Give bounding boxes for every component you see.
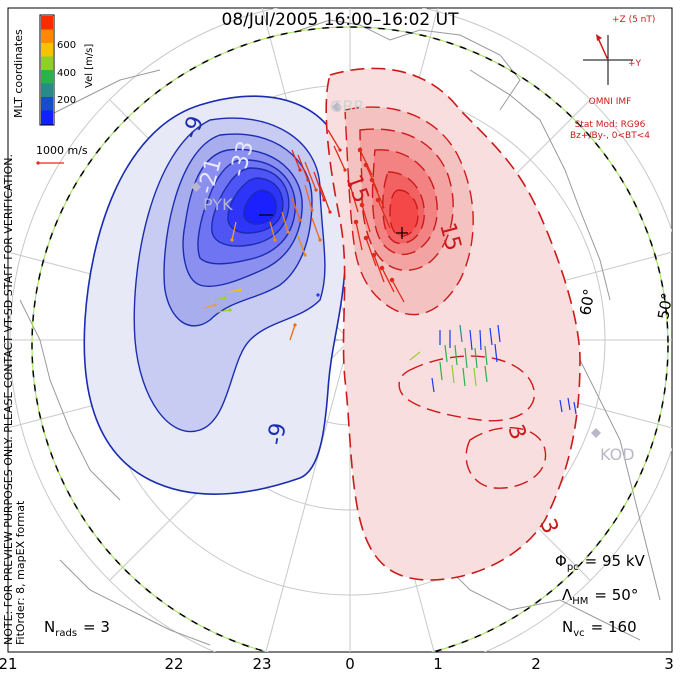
colorbar-cell: [41, 43, 53, 57]
station-label-pyk: PYK: [203, 195, 233, 214]
mlt-tick-22: 22: [164, 655, 183, 673]
preview-watermark: NOTE: FOR PREVIEW PURPOSES ONLY. PLEASE …: [2, 154, 15, 645]
colorbar-tick-400: 400: [57, 68, 76, 79]
colorbar-cell: [41, 83, 53, 98]
mlt-tick-2: 2: [531, 655, 541, 673]
imf-z-label: +Z (5 nT): [612, 15, 655, 25]
negative-potential-cell: [83, 95, 348, 495]
vector-scale-dot: [36, 161, 40, 165]
colorbar-label: Vel [m/s]: [84, 44, 95, 88]
colorbar-cell: [41, 56, 53, 71]
vector-scale-label: 1000 m/s: [36, 144, 88, 157]
mlt-tick-21: 21: [0, 655, 18, 673]
velocity-vectors-dusk: [203, 129, 347, 341]
colorbar: 600 400 200 Vel [m/s]: [39, 14, 95, 126]
colorbar-cell: [41, 29, 53, 44]
imf-clock: +Z (5 nT) +Y OMNI IMF Stat Mod: RG96 Bz+…: [570, 15, 655, 141]
colorbar-cell: [41, 97, 53, 111]
n-rads-stat: Nrads = 3: [44, 618, 110, 639]
contour-label-neg-lower: -9: [263, 421, 291, 447]
map-title: 08/Jul/2005 16:00–16:02 UT: [222, 10, 460, 30]
fit-statistics: Φpc = 95 kV ΛHM = 50° Nvc = 160 Nrads = 3: [44, 552, 646, 639]
colorbar-cell: [41, 70, 53, 84]
phi-pc-stat: Φpc = 95 kV: [555, 552, 646, 573]
mlt-tick-0: 0: [345, 655, 355, 673]
coordinates-label: MLT coordinates: [12, 29, 25, 118]
imf-y-label: +Y: [628, 59, 642, 69]
velocity-vectors-dawn: [347, 147, 405, 303]
imf-condition: Bz+/By-, 0<BT<4: [570, 131, 650, 141]
hm-boundary-overlay: [31, 26, 669, 652]
lambda-hm-stat: ΛHM = 50°: [562, 586, 638, 607]
colorbar-tick-200: 200: [57, 95, 76, 106]
imf-source: OMNI IMF: [589, 97, 632, 107]
latitude-label-50: 50°: [654, 291, 676, 320]
station-markers: [191, 102, 601, 438]
fit-order-label: FitOrder: 8, mapEX format: [14, 500, 27, 645]
colorbar-cell: [41, 16, 53, 30]
mlt-axis: 21 22 23 0 1 2 3: [0, 655, 674, 673]
station-label-kod: KOD: [600, 445, 635, 464]
colorbar-tick-600: 600: [57, 40, 76, 51]
n-vc-stat: Nvc = 160: [562, 618, 637, 639]
imf-stat-mod: Stat Mod: RG96: [575, 120, 646, 130]
colorbar-cell: [41, 110, 53, 125]
mlt-tick-3: 3: [664, 655, 674, 673]
positive-potential-cell: [325, 67, 581, 581]
mlt-tick-1: 1: [433, 655, 443, 673]
mlt-tick-23: 23: [252, 655, 271, 673]
station-label-gbr: GBR: [330, 97, 365, 116]
velocity-vectors-dawn-cluster: [409, 324, 577, 415]
latitude-label-60: 60°: [576, 287, 598, 316]
